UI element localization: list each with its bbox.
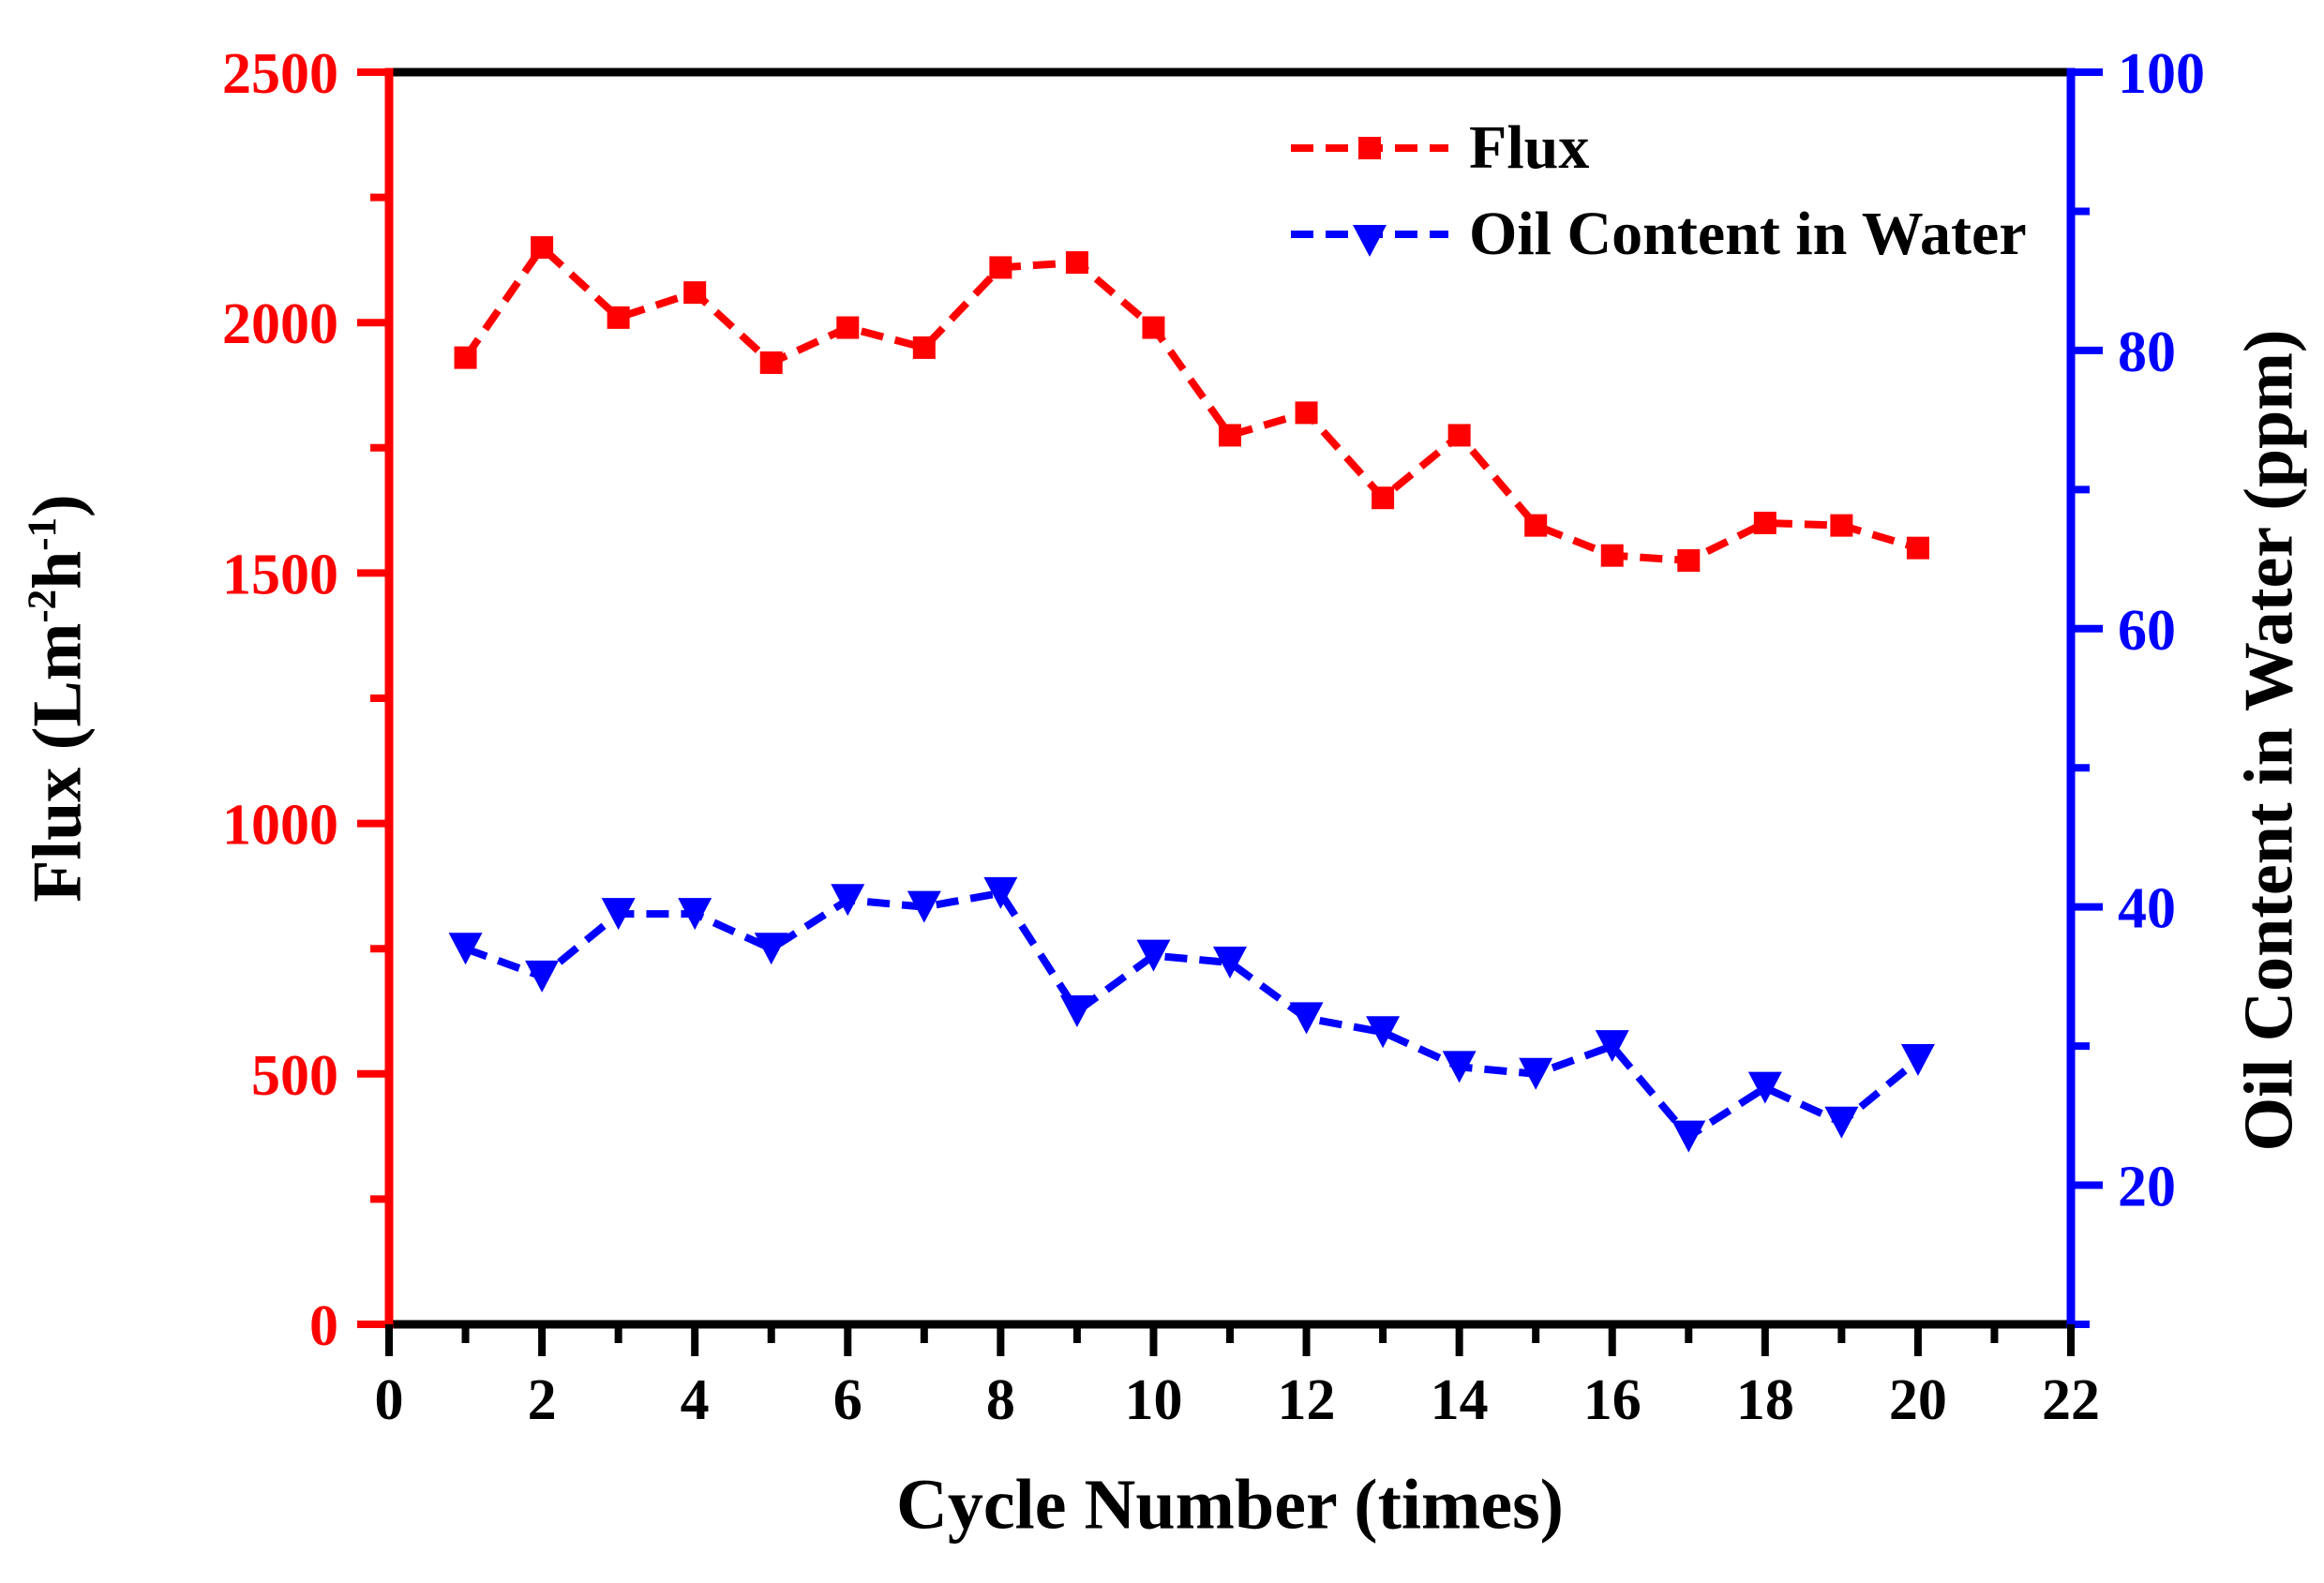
flux-data-point [1524, 514, 1548, 537]
left-axis-tick-label: 500 [251, 1044, 338, 1108]
oil-content-data-point [983, 876, 1018, 909]
oil-content-data-point [1672, 1120, 1706, 1153]
oil-content-data-point [1747, 1071, 1782, 1104]
oil-content-data-point [907, 890, 941, 923]
flux-data-point [683, 281, 707, 305]
oil-content-data-point [525, 960, 560, 993]
oil-legend-glyph [1291, 225, 1448, 257]
x-axis-tick-label: 4 [681, 1368, 710, 1432]
right-axis-tick-label: 20 [2118, 1156, 2176, 1219]
x-axis-tick-label: 0 [375, 1368, 404, 1432]
flux-data-point [1447, 424, 1471, 447]
oil-content-data-point [1519, 1057, 1553, 1090]
oil-content-data-point [754, 933, 788, 965]
x-axis-tick-label: 18 [1736, 1368, 1794, 1432]
flux-data-point [759, 351, 783, 374]
flux-data-point [912, 336, 936, 359]
oil-content-data-point [1442, 1051, 1477, 1083]
flux-data-point [989, 256, 1012, 279]
flux-data-point [836, 316, 860, 339]
x-axis-tick-label: 16 [1583, 1368, 1642, 1432]
oil-content-data-point [1136, 939, 1171, 972]
flux-data-point [1906, 536, 1929, 560]
left-axis-title-text: Flux (Lm [19, 622, 97, 903]
oil-content-data-point [1900, 1043, 1935, 1076]
left-axis-tick-label: 1000 [222, 794, 338, 858]
x-axis-tick-label: 12 [1278, 1368, 1336, 1432]
oil-content-data-point [1824, 1106, 1859, 1139]
left-axis-title: Flux (Lm-2h-1) [19, 494, 98, 902]
flux-legend-square-marker [1358, 137, 1381, 159]
right-axis-tick-label: 40 [2118, 877, 2176, 941]
flux-data-point [1830, 514, 1853, 537]
flux-data-point [1753, 511, 1777, 534]
left-axis-ticks: 0 500 1000 1500 2000 2500 [222, 42, 389, 1358]
left-axis-tick-label: 1500 [222, 543, 338, 606]
oil-content-series [448, 876, 1935, 1153]
x-axis-tick-label: 22 [2042, 1368, 2100, 1432]
left-axis-title-sup-2: -2 [20, 589, 65, 623]
flux-data-point [1065, 251, 1088, 275]
left-axis-title-text2: h [19, 550, 97, 590]
legend-label-flux: Flux [1469, 113, 1590, 182]
flux-data-point [1295, 401, 1318, 425]
oil-content-data-point [1595, 1030, 1629, 1063]
flux-line [462, 244, 1920, 565]
flux-legend-glyph [1291, 137, 1448, 159]
flux-data-point [1677, 549, 1701, 573]
flux-data-point [1142, 316, 1165, 339]
x-axis-tick-label: 8 [986, 1368, 1015, 1432]
legend-label-oil-content: Oil Content in Water [1469, 200, 2027, 268]
left-axis-tick-label: 2000 [222, 292, 338, 356]
flux-data-point [1372, 486, 1395, 510]
oil-content-data-point [678, 898, 712, 931]
right-axis-title: Oil Content in Water (ppm) [2230, 329, 2308, 1152]
x-axis-ticks: 0 2 4 6 8 10 12 14 16 18 20 22 [375, 1324, 2100, 1432]
legend-item-oil-content: Oil Content in Water [1289, 191, 2027, 277]
legend: Flux Oil Content in Water [1289, 105, 2027, 277]
legend-item-flux: Flux [1289, 105, 2027, 191]
oil-content-line [464, 889, 1921, 1141]
oil-content-data-point [1213, 947, 1247, 979]
left-axis-tick-label: 0 [309, 1294, 338, 1358]
oil-content-data-point [1366, 1016, 1401, 1049]
left-axis-tick-label: 2500 [222, 42, 338, 106]
left-axis-title-sup-1: -1 [20, 516, 65, 551]
oil-content-data-point [448, 933, 483, 965]
x-axis-title: Cycle Number (times) [896, 1465, 1564, 1545]
oil-legend-triangle-marker [1353, 225, 1387, 257]
flux-data-point [531, 236, 554, 260]
flux-data-point [454, 346, 477, 369]
flux-data-point [1600, 544, 1624, 567]
x-axis-tick-label: 2 [528, 1368, 557, 1432]
x-axis-tick-label: 14 [1431, 1368, 1489, 1432]
flux-data-point [1219, 424, 1241, 447]
right-axis-tick-label: 100 [2118, 42, 2205, 106]
flux-series [454, 236, 1929, 573]
right-axis-ticks: 20 40 60 80 100 [2071, 42, 2205, 1328]
right-axis-tick-label: 80 [2118, 321, 2176, 384]
left-axis-title-text3: ) [19, 494, 97, 517]
x-axis-tick-label: 20 [1889, 1368, 1947, 1432]
oil-content-data-point [831, 884, 865, 917]
right-axis-tick-label: 60 [2118, 599, 2176, 663]
x-axis-tick-label: 6 [833, 1368, 862, 1432]
oil-content-data-point [1059, 995, 1094, 1027]
flux-data-point [607, 306, 630, 329]
x-axis-tick-label: 10 [1124, 1368, 1182, 1432]
oil-content-data-point [1289, 1002, 1324, 1035]
oil-content-data-point [601, 898, 636, 931]
